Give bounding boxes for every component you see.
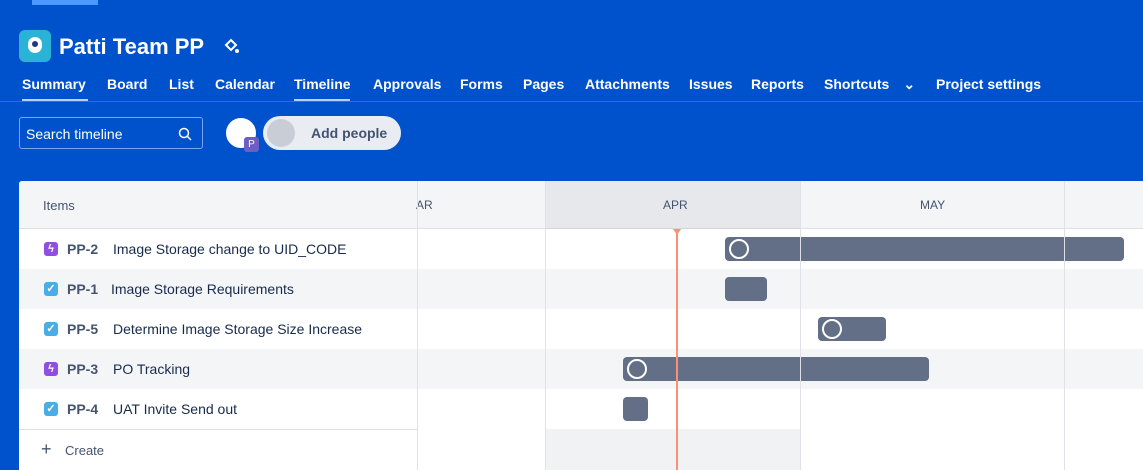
issue-key: PP-4: [67, 401, 99, 417]
nav-tab[interactable]: Project settings: [936, 76, 1042, 92]
project-icon[interactable]: [19, 30, 51, 62]
create-label: Create: [65, 443, 105, 458]
today-marker: [676, 229, 678, 470]
epic-icon: ϟ: [44, 362, 58, 376]
issue-title: UAT Invite Send out: [113, 401, 237, 417]
add-people-label: Add people: [311, 125, 388, 141]
timeline-header: [19, 181, 1143, 229]
issue-row[interactable]: ✓ PP-5 Determine Image Storage Size Increa…: [19, 309, 1143, 349]
issue-row[interactable]: ✓ PP-1 Image Storage Requirements: [19, 269, 1143, 309]
nav-tab[interactable]: Board: [107, 76, 148, 92]
issue-key: PP-3: [67, 361, 99, 377]
assignee-avatar: [729, 239, 749, 259]
timeline-bar[interactable]: [818, 317, 886, 341]
nav-tab[interactable]: Forms: [460, 76, 503, 92]
issue-title: Image Storage change to UID_CODE: [113, 241, 347, 257]
issue-row[interactable]: ✓ PP-4 UAT Invite Send out: [19, 389, 1143, 429]
top-tab-indicator: [32, 0, 98, 5]
timeline-bar[interactable]: [623, 357, 929, 381]
nav-tab[interactable]: Issues: [689, 76, 733, 92]
month-label: MAY: [920, 198, 946, 212]
task-icon: ✓: [44, 282, 58, 296]
task-icon: ✓: [44, 402, 58, 416]
nav-tab[interactable]: Timeline: [294, 76, 351, 92]
issue-key: PP-5: [67, 321, 99, 337]
nav-tab[interactable]: Approvals: [373, 76, 442, 92]
timeline-bar[interactable]: [725, 237, 1124, 261]
nav-tab[interactable]: Pages: [523, 76, 565, 92]
items-header: Items: [43, 198, 75, 213]
timeline-bar[interactable]: [725, 277, 767, 301]
issue-title: PO Tracking: [113, 361, 191, 377]
month-label: AR: [416, 198, 433, 212]
add-people-button[interactable]: Add people: [263, 116, 401, 150]
nav-tab[interactable]: Shortcuts ⌄: [824, 76, 916, 92]
issue-row[interactable]: ϟ PP-2 Image Storage change to UID_CODE: [19, 229, 1143, 269]
assignee-avatar: [627, 359, 647, 379]
issue-key: PP-1: [67, 281, 99, 297]
issue-title: Image Storage Requirements: [111, 281, 294, 297]
search-icon: [178, 127, 192, 141]
active-tab-underline: [22, 99, 88, 101]
theme-icon[interactable]: [222, 37, 240, 55]
timeline: Items AR APR MAY ϟ PP-2 Image Storage chan…: [19, 181, 1143, 470]
tab-divider: [0, 101, 1143, 102]
issue-title: Determine Image Storage Size Increase: [113, 321, 363, 337]
month-label: APR: [663, 198, 688, 212]
nav-tab[interactable]: Attachments: [585, 76, 670, 92]
nav-tab[interactable]: List: [169, 76, 194, 92]
task-icon: ✓: [44, 322, 58, 336]
assignee-avatar: [822, 319, 842, 339]
nav-tab[interactable]: Summary: [22, 76, 86, 92]
search-placeholder: Search timeline: [26, 126, 123, 142]
avatar-initial: P: [244, 137, 259, 152]
nav-tab[interactable]: Calendar: [215, 76, 275, 92]
issue-key: PP-2: [67, 241, 99, 257]
epic-icon: ϟ: [44, 242, 58, 256]
search-box[interactable]: Search timeline: [19, 117, 203, 149]
nav-tab[interactable]: Reports: [751, 76, 804, 92]
create-row[interactable]: + Create: [19, 429, 417, 470]
timeline-bar[interactable]: [623, 397, 648, 421]
project-title: Patti Team PP: [59, 34, 205, 59]
issue-row[interactable]: ϟ PP-3 PO Tracking: [19, 349, 1143, 389]
tab-underline: [294, 99, 350, 101]
